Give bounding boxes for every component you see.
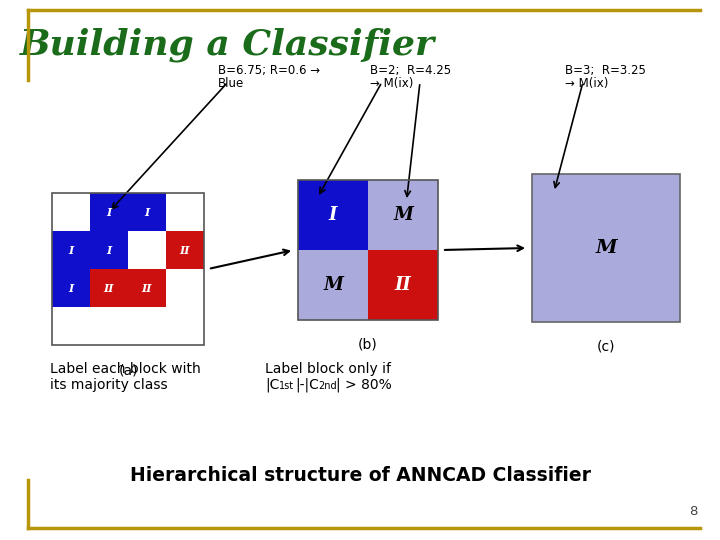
- Bar: [52, 193, 90, 231]
- Text: B=6.75; R=0.6 →: B=6.75; R=0.6 →: [218, 64, 320, 77]
- Text: Label block only if: Label block only if: [265, 362, 391, 376]
- Text: (a): (a): [118, 363, 138, 377]
- Bar: [166, 193, 204, 231]
- Text: M: M: [393, 206, 413, 224]
- Text: M: M: [595, 239, 617, 257]
- Bar: [90, 269, 128, 307]
- Text: 8: 8: [690, 505, 698, 518]
- Text: II: II: [180, 245, 190, 255]
- Bar: [128, 307, 166, 345]
- Bar: [90, 307, 128, 345]
- Bar: [90, 193, 128, 231]
- Text: B=2;  R=4.25: B=2; R=4.25: [370, 64, 451, 77]
- Bar: [298, 180, 438, 320]
- Text: II: II: [395, 276, 411, 294]
- Text: (b): (b): [358, 338, 378, 352]
- Bar: [298, 250, 368, 320]
- Text: Label each block with: Label each block with: [50, 362, 201, 376]
- Text: Building a Classifier: Building a Classifier: [20, 28, 435, 62]
- Bar: [128, 269, 166, 307]
- Text: Hierarchical structure of ANNCAD Classifier: Hierarchical structure of ANNCAD Classif…: [130, 466, 590, 485]
- Bar: [52, 307, 90, 345]
- Bar: [166, 231, 204, 269]
- Text: I: I: [107, 206, 112, 218]
- Bar: [128, 193, 166, 231]
- Bar: [368, 250, 438, 320]
- Text: I: I: [107, 245, 112, 255]
- Text: M: M: [323, 276, 343, 294]
- Bar: [52, 231, 90, 269]
- Bar: [166, 269, 204, 307]
- Text: I: I: [68, 282, 73, 294]
- Text: → M(ix): → M(ix): [565, 77, 608, 90]
- Text: its majority class: its majority class: [50, 378, 168, 392]
- Text: II: II: [142, 282, 152, 294]
- Bar: [298, 180, 368, 250]
- Bar: [166, 307, 204, 345]
- Bar: [52, 193, 204, 345]
- Bar: [368, 180, 438, 250]
- Text: I: I: [68, 245, 73, 255]
- Text: II: II: [104, 282, 114, 294]
- Text: |C: |C: [265, 378, 279, 393]
- Text: I: I: [329, 206, 337, 224]
- Text: (c): (c): [597, 340, 616, 354]
- Text: 1st: 1st: [279, 381, 294, 391]
- Text: → M(ix): → M(ix): [370, 77, 413, 90]
- Text: | > 80%: | > 80%: [336, 378, 392, 393]
- Text: |-|C: |-|C: [295, 378, 319, 393]
- Bar: [532, 174, 680, 322]
- Bar: [128, 231, 166, 269]
- Bar: [90, 231, 128, 269]
- Text: I: I: [145, 206, 150, 218]
- Text: 2nd: 2nd: [318, 381, 337, 391]
- Bar: [52, 269, 90, 307]
- Text: Blue: Blue: [218, 77, 244, 90]
- Text: B=3;  R=3.25: B=3; R=3.25: [565, 64, 646, 77]
